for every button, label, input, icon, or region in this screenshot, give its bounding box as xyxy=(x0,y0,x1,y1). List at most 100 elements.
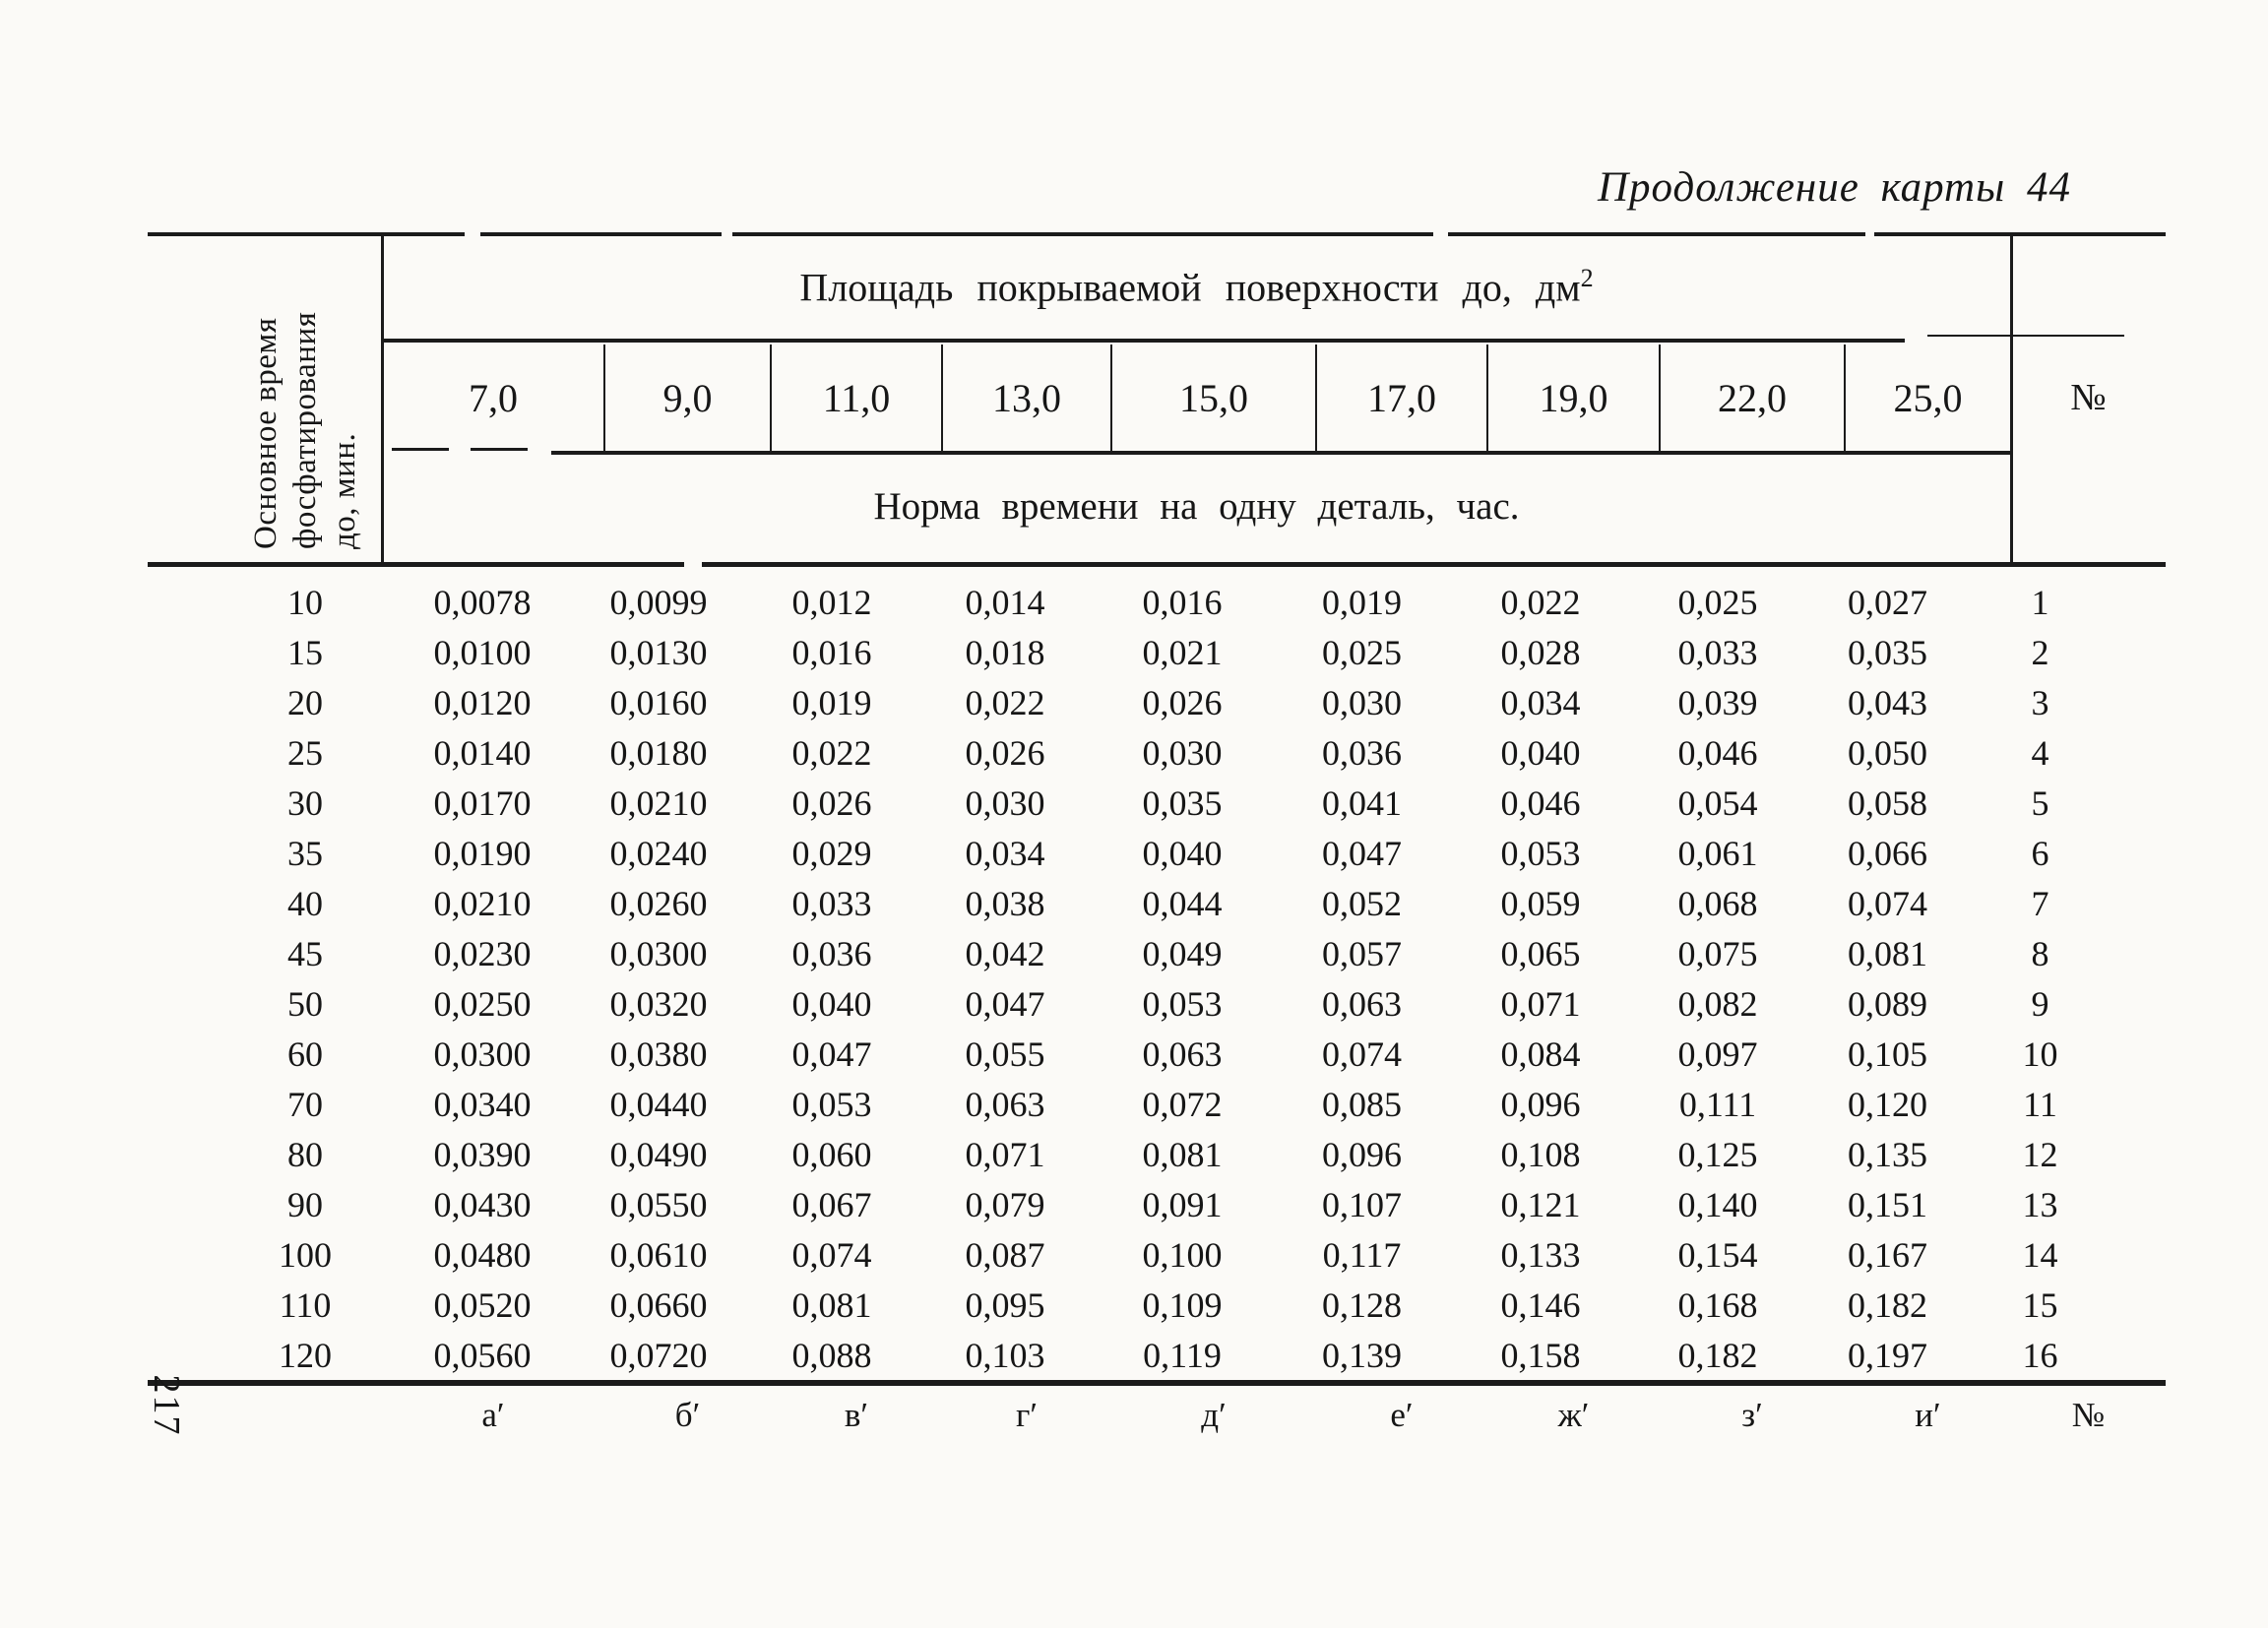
cell-row-number: 15 xyxy=(2022,1284,2058,1325)
cell-value: 0,0320 xyxy=(609,983,708,1024)
cell-value: 0,107 xyxy=(1322,1184,1402,1224)
rule-gap xyxy=(1865,230,1874,238)
cell-value: 0,047 xyxy=(791,1033,872,1074)
cell-phosphating-time: 20 xyxy=(287,682,323,722)
cell-value: 0,0720 xyxy=(609,1335,708,1375)
cell-value: 0,0430 xyxy=(433,1184,532,1224)
cell-value: 0,060 xyxy=(791,1134,872,1174)
cell-value: 0,047 xyxy=(965,983,1045,1024)
cell-value: 0,135 xyxy=(1848,1134,1927,1174)
cell-value: 0,057 xyxy=(1322,933,1402,973)
cell-value: 0,061 xyxy=(1677,833,1758,873)
cell-value: 0,052 xyxy=(1322,883,1402,923)
cell-row-number: 8 xyxy=(2031,933,2049,973)
stub-header-line-2: фосфатирования xyxy=(287,311,323,549)
cell-value: 0,085 xyxy=(1322,1084,1402,1124)
cell-value: 0,047 xyxy=(1322,833,1402,873)
cell-value: 0,049 xyxy=(1142,933,1223,973)
cell-value: 0,0390 xyxy=(433,1134,532,1174)
cell-value: 0,071 xyxy=(965,1134,1045,1174)
cell-value: 0,019 xyxy=(1322,582,1402,622)
footer-letter: д′ xyxy=(1201,1396,1227,1434)
cell-value: 0,042 xyxy=(965,933,1045,973)
cell-row-number: 6 xyxy=(2031,833,2049,873)
cell-row-number: 1 xyxy=(2031,582,2049,622)
cell-value: 0,0610 xyxy=(609,1234,708,1275)
area-column-header: 19,0 xyxy=(1539,375,1608,420)
table-rule-dash xyxy=(471,448,528,451)
area-column-header: 25,0 xyxy=(1893,375,1963,420)
cell-value: 0,033 xyxy=(1677,632,1758,672)
cell-value: 0,054 xyxy=(1677,783,1758,823)
cell-row-number: 9 xyxy=(2031,983,2049,1024)
cell-value: 0,0099 xyxy=(609,582,708,622)
area-column-header: 9,0 xyxy=(662,375,713,420)
table-rule-under-columns xyxy=(551,451,2011,455)
cell-value: 0,0520 xyxy=(433,1284,532,1325)
footer-letter: з′ xyxy=(1741,1396,1763,1434)
footer-letter: г′ xyxy=(1015,1396,1038,1434)
cell-value: 0,074 xyxy=(1322,1033,1402,1074)
cell-value: 0,063 xyxy=(965,1084,1045,1124)
column-separator xyxy=(1110,344,1112,455)
cell-row-number: 11 xyxy=(2023,1084,2057,1124)
cell-value: 0,040 xyxy=(791,983,872,1024)
cell-value: 0,012 xyxy=(791,582,872,622)
cell-value: 0,030 xyxy=(1322,682,1402,722)
cell-value: 0,022 xyxy=(1500,582,1581,622)
cell-value: 0,168 xyxy=(1677,1284,1758,1325)
cell-value: 0,120 xyxy=(1848,1084,1927,1124)
cell-value: 0,019 xyxy=(791,682,872,722)
cell-value: 0,053 xyxy=(1142,983,1223,1024)
area-column-header: 17,0 xyxy=(1367,375,1436,420)
cell-value: 0,027 xyxy=(1848,582,1927,622)
cell-value: 0,0300 xyxy=(433,1033,532,1074)
cell-value: 0,029 xyxy=(791,833,872,873)
column-separator xyxy=(941,344,943,455)
cell-value: 0,0180 xyxy=(609,732,708,773)
cell-value: 0,065 xyxy=(1500,933,1581,973)
cell-row-number: 7 xyxy=(2031,883,2049,923)
cell-value: 0,082 xyxy=(1677,983,1758,1024)
cell-value: 0,026 xyxy=(965,732,1045,773)
cell-phosphating-time: 10 xyxy=(287,582,323,622)
cell-phosphating-time: 80 xyxy=(287,1134,323,1174)
cell-value: 0,034 xyxy=(1500,682,1581,722)
cell-value: 0,108 xyxy=(1500,1134,1581,1174)
cell-value: 0,016 xyxy=(791,632,872,672)
cell-value: 0,105 xyxy=(1848,1033,1927,1074)
row-number-column-header: № xyxy=(2070,377,2107,418)
column-separator xyxy=(770,344,772,455)
cell-value: 0,182 xyxy=(1848,1284,1927,1325)
column-separator xyxy=(1315,344,1317,455)
cell-value: 0,109 xyxy=(1142,1284,1223,1325)
cell-value: 0,182 xyxy=(1677,1335,1758,1375)
cell-value: 0,030 xyxy=(965,783,1045,823)
cell-phosphating-time: 50 xyxy=(287,983,323,1024)
footer-letter: а′ xyxy=(481,1396,505,1434)
column-separator xyxy=(1844,344,1846,455)
cell-value: 0,154 xyxy=(1677,1234,1758,1275)
cell-value: 0,0170 xyxy=(433,783,532,823)
cell-value: 0,036 xyxy=(1322,732,1402,773)
cell-value: 0,058 xyxy=(1848,783,1927,823)
cell-value: 0,089 xyxy=(1848,983,1927,1024)
cell-value: 0,081 xyxy=(1848,933,1927,973)
column-separator xyxy=(603,344,605,455)
table-rule-dash xyxy=(1927,335,2124,337)
cell-value: 0,055 xyxy=(965,1033,1045,1074)
column-separator xyxy=(1486,344,1488,455)
cell-value: 0,033 xyxy=(791,883,872,923)
cell-value: 0,074 xyxy=(1848,883,1927,923)
cell-value: 0,100 xyxy=(1142,1234,1223,1275)
cell-value: 0,0300 xyxy=(609,933,708,973)
rule-gap xyxy=(465,230,480,238)
cell-value: 0,025 xyxy=(1322,632,1402,672)
page-number: 217 xyxy=(146,1374,187,1437)
cell-value: 0,095 xyxy=(965,1284,1045,1325)
cell-value: 0,139 xyxy=(1322,1335,1402,1375)
cell-value: 0,0380 xyxy=(609,1033,708,1074)
cell-value: 0,021 xyxy=(1142,632,1223,672)
cell-value: 0,022 xyxy=(791,732,872,773)
